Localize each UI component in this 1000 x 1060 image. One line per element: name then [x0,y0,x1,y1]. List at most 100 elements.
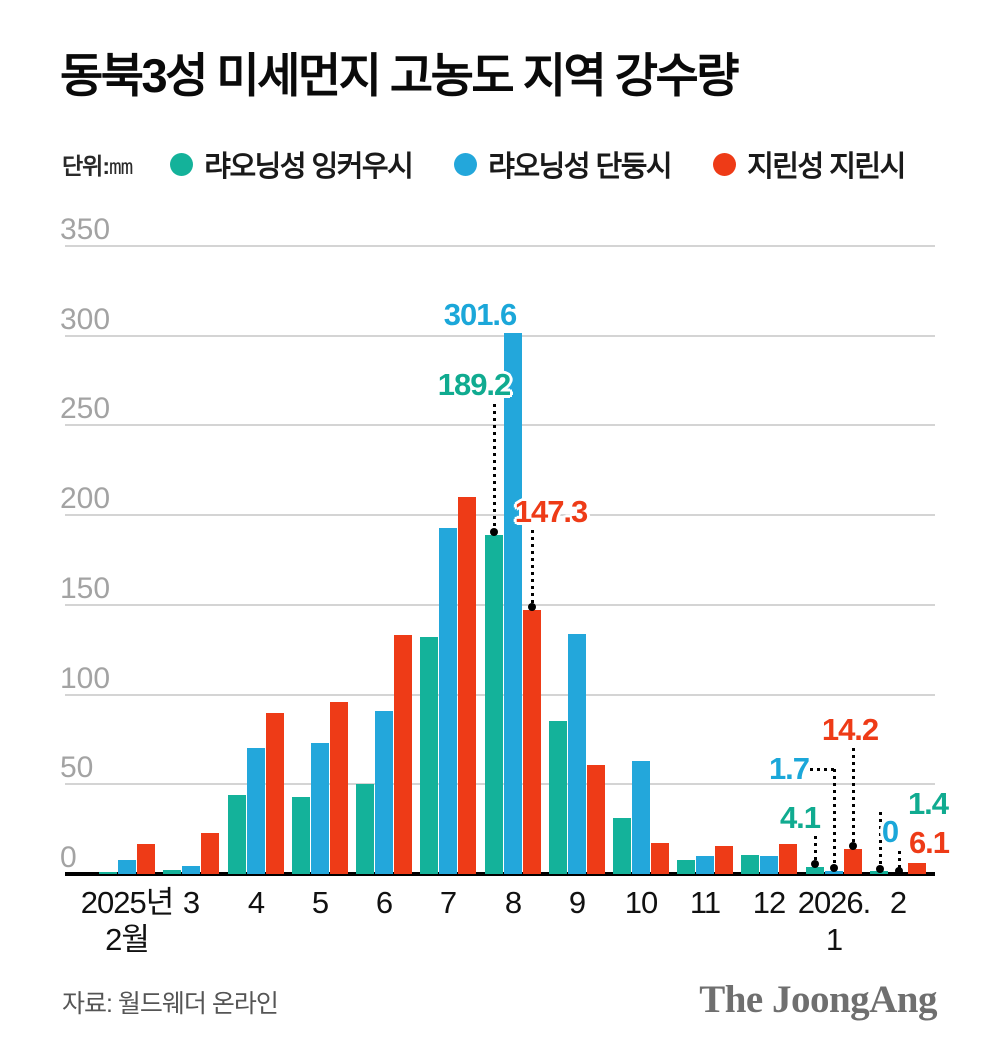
x-axis-label-6: 8 [504,885,522,920]
value-label-dandong-jan: 1.7 [768,751,810,786]
bar-s1-m7 [568,634,586,874]
y-axis-label-100: 100 [60,662,111,695]
page-title: 동북3성 미세먼지 고농도 지역 강수량 [60,49,739,102]
bar-s2-m5 [458,497,476,874]
bar-s2-m2 [266,713,284,874]
value-label-jilin-feb: 6.1 [908,825,950,860]
jilin-dot-icon [713,152,737,176]
leader-line-yingkou-jan [814,836,817,864]
y-axis-label-350: 350 [60,213,111,246]
bar-s0-m10 [741,855,759,874]
legend-items: 랴오닝성 잉커우시 랴오닝성 단둥시 지린성 지린시 [170,143,906,185]
bar-s1-m11 [825,871,843,874]
x-axis-label-11: 2026. 1 [797,885,872,957]
value-label-yingkou-jan: 4.1 [779,800,821,835]
bar-s1-m10 [760,856,778,874]
bar-s2-m10 [779,844,797,874]
bar-s2-m3 [330,702,348,874]
gridline-350 [65,245,935,247]
y-axis-label-150: 150 [60,572,111,605]
gridline-300 [65,335,935,337]
x-axis-label-0: 2025년 2월 [80,885,174,957]
x-axis-label-7: 9 [568,885,586,920]
gridline-200 [65,514,935,516]
y-axis-label-200: 200 [60,482,111,515]
leader-dot-jilin-jan [849,842,857,850]
yingkou-dot-icon [170,152,194,176]
bar-s2-m12 [908,863,926,874]
leader-line-dandong-jan [833,769,836,868]
leader-dot-yingkou-jan [811,860,819,868]
bar-s1-m5 [439,528,457,874]
bar-s0-m7 [549,721,567,874]
bar-s2-m1 [201,833,219,874]
value-label-jilin-aug: 147.3 [514,494,589,529]
bar-s1-m0 [118,860,136,874]
dandong-dot-icon [454,152,478,176]
y-axis-label-250: 250 [60,392,111,425]
value-label-dandong-feb: 0 [881,814,899,849]
bar-s1-m6 [504,333,522,874]
leader-dot-yingkou-aug [490,528,498,536]
bar-s2-m0 [137,844,155,874]
leader-line-dandong-jan [810,768,834,771]
bar-s1-m9 [696,856,714,874]
joongang-logo: The JoongAng [699,978,937,1021]
value-label-dandong-aug: 301.6 [443,297,518,332]
value-label-yingkou-feb: 1.4 [907,786,949,821]
x-axis-label-3: 5 [311,885,329,920]
leader-line-jilin-aug [531,530,534,606]
legend-item-jilin: 지린성 지린시 [713,143,906,185]
gridline-250 [65,424,935,426]
bar-s1-m8 [632,761,650,874]
bar-s0-m9 [677,860,695,874]
bar-s2-m4 [394,635,412,874]
bar-s2-m7 [587,765,605,874]
y-axis-label-0: 0 [60,841,77,874]
legend-label-jilin: 지린성 지린시 [747,151,906,183]
x-axis-label-1: 3 [182,885,200,920]
bar-s2-m9 [715,846,733,874]
value-label-yingkou-aug: 189.2 [437,367,512,402]
value-label-jilin-jan: 14.2 [821,712,879,747]
leader-line-yingkou-aug [493,404,496,531]
unit-label: 단위:mm [62,147,133,181]
bar-s0-m5 [420,637,438,874]
leader-line-dandong-feb [898,851,901,871]
unit-value: mm [108,155,133,179]
bar-s1-m3 [311,743,329,874]
leader-line-jilin-jan [852,748,855,846]
unit-prefix: 단위: [62,153,110,179]
y-axis-label-300: 300 [60,303,111,336]
bar-s0-m6 [485,535,503,874]
source-credit: 자료: 월드웨더 온라인 [62,990,279,1018]
x-axis-label-5: 7 [439,885,457,920]
leader-line-yingkou-feb [879,812,882,869]
x-axis-label-9: 11 [689,885,721,920]
leader-dot-jilin-aug [528,603,536,611]
x-axis-line [65,872,935,876]
bar-s1-m1 [182,866,200,874]
legend: 단위:mm 랴오닝성 잉커우시 랴오닝성 단둥시 지린성 지린시 [62,147,962,183]
x-axis-label-8: 10 [624,885,658,920]
x-axis-label-4: 6 [375,885,393,920]
bar-s0-m0 [99,872,117,874]
bar-s1-m2 [247,748,265,874]
bar-s0-m1 [163,870,181,874]
bar-s2-m11 [844,849,862,874]
legend-label-yingkou: 랴오닝성 잉커우시 [204,151,414,183]
bar-s2-m8 [651,843,669,874]
bar-s0-m3 [292,797,310,874]
bar-s0-m2 [228,795,246,874]
leader-dot-dandong-jan [830,864,838,872]
bar-s0-m4 [356,784,374,874]
legend-item-yingkou: 랴오닝성 잉커우시 [170,143,414,185]
leader-dot-yingkou-feb [876,865,884,873]
y-axis-label-50: 50 [60,751,94,784]
bar-s0-m11 [806,867,824,874]
x-axis-label-10: 12 [752,885,786,920]
bar-s1-m4 [375,711,393,874]
x-axis-label-12: 2 [889,885,907,920]
